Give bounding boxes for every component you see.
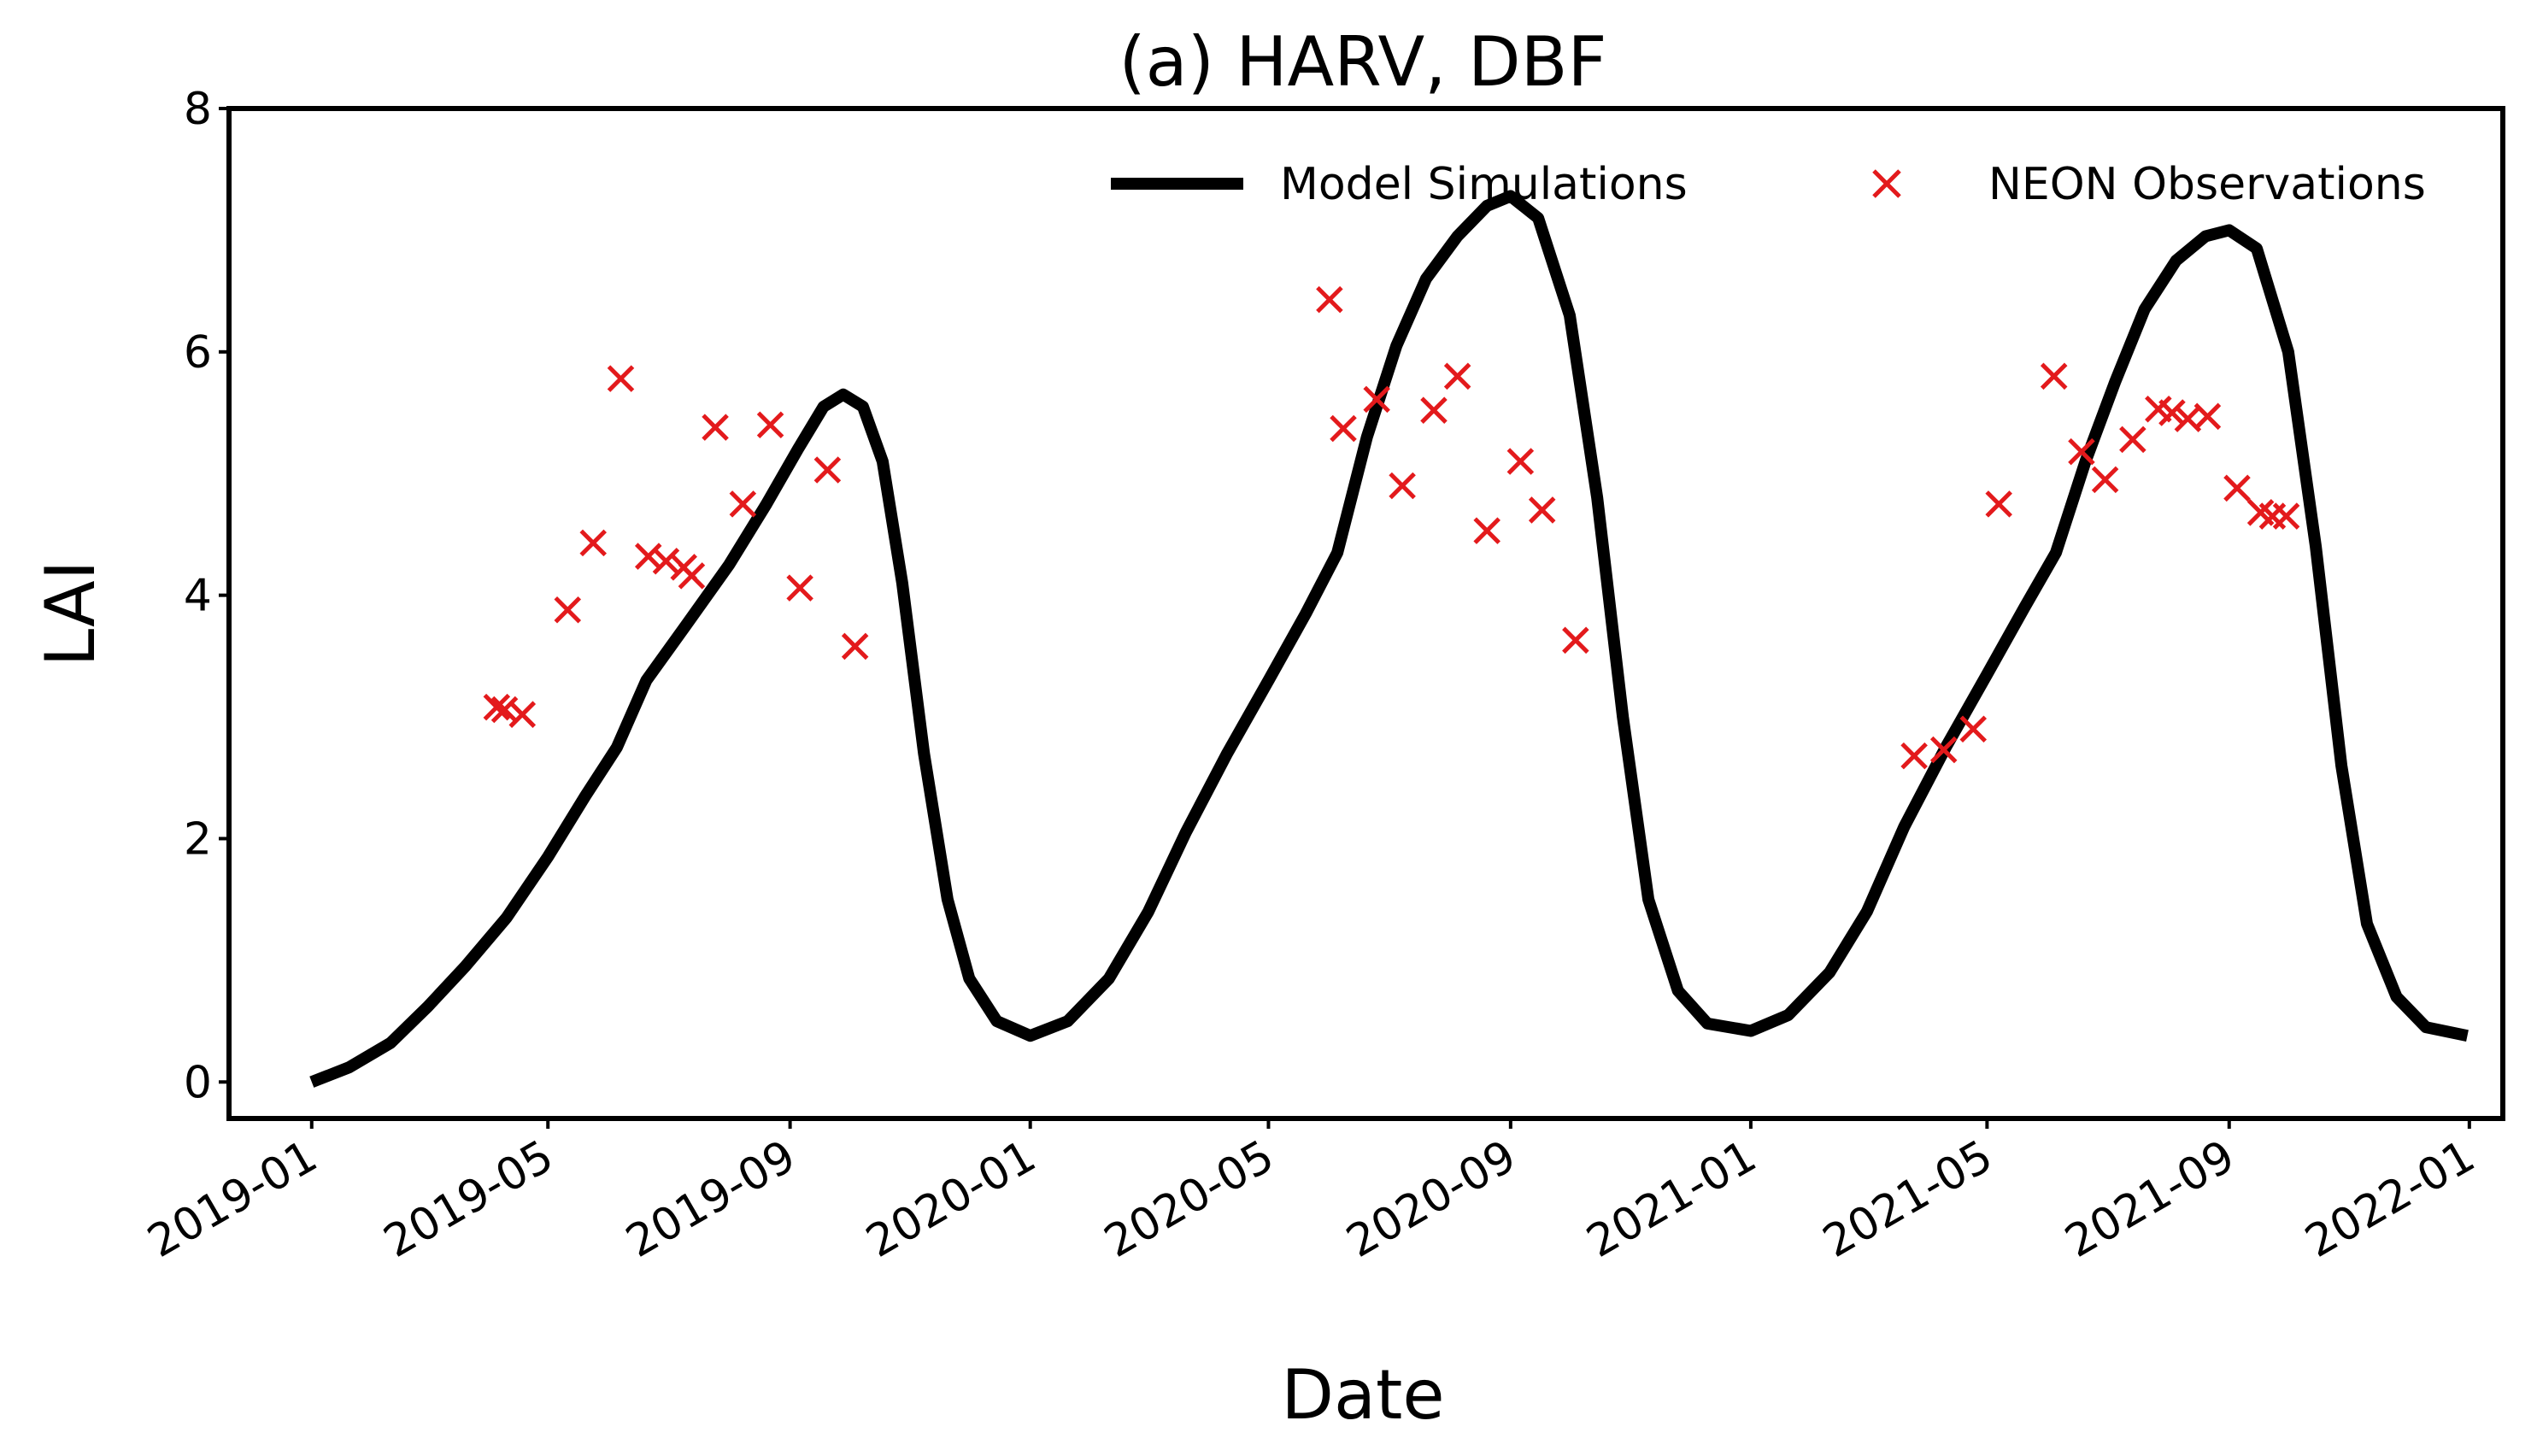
observation-point (2272, 502, 2300, 530)
observation-point (2091, 466, 2119, 494)
observation-point (729, 490, 757, 518)
observation-point (786, 574, 813, 602)
observation-point (841, 632, 869, 660)
x-tick-label: 2020-01 (858, 1130, 1044, 1268)
neon-observations-markers (483, 285, 2300, 770)
observation-point (634, 543, 662, 570)
observation-point (1443, 362, 1471, 390)
x-tick-label: 2019-09 (618, 1130, 804, 1268)
y-tick-label: 0 (184, 1057, 212, 1108)
y-axis: 0 2 4 6 8 (184, 84, 229, 1108)
x-axis: 2019-01 2019-05 2019-09 2020-01 2020-05 2020-… (139, 1118, 2483, 1268)
observation-point (756, 411, 784, 439)
y-axis-label: LAI (31, 561, 110, 667)
observation-point (1900, 742, 1928, 770)
observation-point (1528, 496, 1556, 524)
legend-label-model: Model Simulations (1280, 159, 1688, 210)
observation-point (2193, 402, 2222, 431)
observation-point (2158, 399, 2186, 426)
observation-point (652, 547, 680, 575)
observation-point (1929, 736, 1958, 764)
observation-point (1959, 715, 1988, 743)
observation-point (2223, 474, 2251, 502)
y-tick-label: 4 (184, 571, 212, 622)
legend-x-marker (1872, 169, 1901, 198)
observation-point (678, 562, 706, 590)
observation-point (554, 596, 582, 624)
observation-point (702, 414, 729, 441)
x-axis-label: Date (1281, 1355, 1444, 1435)
legend: Model Simulations NEON Observations (1111, 159, 2426, 210)
observation-point (1330, 414, 1357, 443)
observation-point (1420, 396, 1448, 424)
observation-point (483, 693, 511, 721)
x-tick-label: 2020-05 (1096, 1130, 1283, 1268)
observation-point (1316, 285, 1343, 314)
x-tick-label: 2020-09 (1338, 1130, 1524, 1268)
legend-label-observations: NEON Observations (1988, 159, 2426, 210)
observation-point (579, 529, 607, 557)
chart-title: (a) HARV, DBF (1119, 22, 1606, 102)
observation-point (2040, 362, 2068, 390)
observation-point (490, 696, 519, 724)
y-tick-label: 8 (184, 84, 212, 135)
observation-point (1473, 517, 1500, 544)
observation-point (813, 456, 842, 484)
observation-point (1985, 490, 2012, 518)
plot-frame (226, 106, 2505, 1121)
observation-point (508, 701, 537, 728)
x-tick-label: 2019-05 (376, 1130, 562, 1268)
y-tick-label: 2 (184, 813, 212, 865)
observation-point (607, 365, 635, 392)
observation-point (2068, 437, 2095, 466)
observation-point (2119, 426, 2146, 454)
x-tick-label: 2021-05 (1815, 1130, 2001, 1268)
x-tick-label: 2019-01 (139, 1130, 326, 1268)
x-tick-label: 2021-09 (2057, 1130, 2243, 1268)
observation-point (1389, 472, 1416, 500)
observation-point (1506, 448, 1535, 475)
observation-point (1562, 626, 1589, 655)
x-tick-label: 2022-01 (2297, 1130, 2483, 1268)
observation-point (1363, 385, 1390, 414)
x-tick-label: 2021-01 (1578, 1130, 1765, 1268)
model-simulations-line (309, 190, 2469, 1088)
y-tick-label: 6 (184, 327, 212, 379)
